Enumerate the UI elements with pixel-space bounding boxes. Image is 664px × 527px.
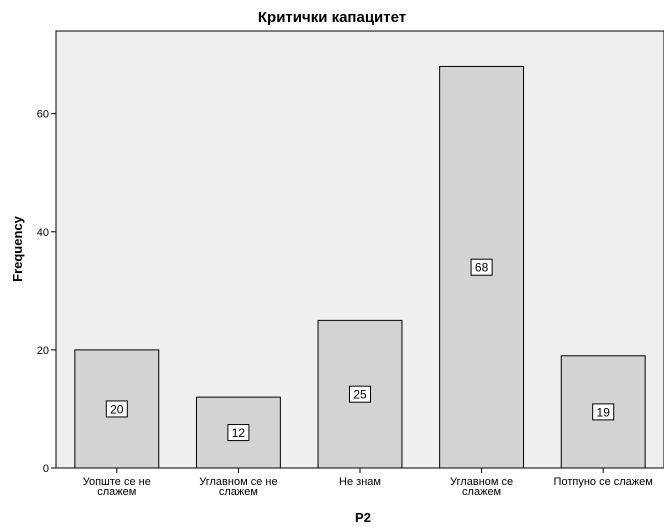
data-label-box [349,385,371,403]
y-tick-label: 40 [37,227,49,239]
y-tick-label: 0 [43,463,49,475]
chart-title: Критички капацитет [258,9,406,26]
data-label: 19 [597,405,611,419]
x-tick-label: слажем [219,486,258,498]
x-tick-label: Потпуно се слажем [554,476,653,488]
data-label: 68 [475,261,489,275]
data-label-box [105,400,128,418]
y-axis: 0 20 40 60 [37,109,56,475]
x-tick-label: Углавном се [450,476,513,488]
x-tick-label: слажем [462,486,501,498]
data-label: 25 [353,388,367,402]
x-tick-label: Уопште се не [83,476,151,488]
x-axis-label: P2 [355,510,371,525]
y-tick-label: 20 [37,345,49,357]
data-label-box [592,403,615,421]
data-label-box [470,258,493,276]
bars: 20 12 25 68 19 [74,65,646,469]
data-label: 20 [110,402,124,416]
data-label: 12 [232,426,246,440]
y-tick-label: 60 [37,109,49,121]
x-tick-label: слажем [97,486,136,498]
data-label-box [227,424,250,442]
x-tick-label: Углавном се не [199,476,277,488]
x-tick-label: Не знам [339,476,381,488]
y-axis-label: Frequency [10,215,25,282]
